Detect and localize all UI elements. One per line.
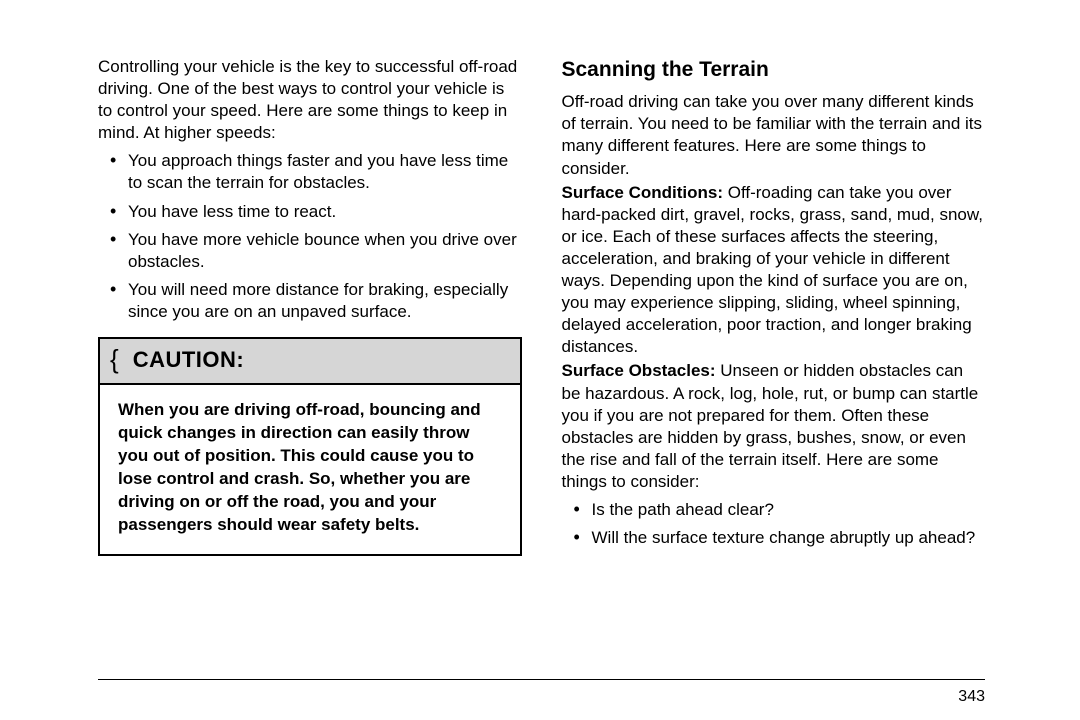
- left-column: Controlling your vehicle is the key to s…: [98, 56, 522, 557]
- caution-title: CAUTION:: [133, 346, 245, 375]
- surface-obstacles-text: Unseen or hidden obstacles can be hazard…: [562, 361, 979, 490]
- caution-header: { CAUTION:: [100, 339, 520, 385]
- footer-rule: [98, 679, 985, 680]
- surface-conditions-label: Surface Conditions:: [562, 183, 724, 202]
- intro-paragraph: Controlling your vehicle is the key to s…: [98, 56, 522, 144]
- obstacle-bullet-list: Is the path ahead clear? Will the surfac…: [562, 499, 986, 549]
- two-column-layout: Controlling your vehicle is the key to s…: [98, 56, 985, 557]
- list-item: Will the surface texture change abruptly…: [562, 527, 986, 549]
- surface-conditions-paragraph: Surface Conditions: Off-roading can take…: [562, 182, 986, 359]
- caution-box: { CAUTION: When you are driving off-road…: [98, 337, 522, 556]
- surface-conditions-text: Off-roading can take you over hard-packe…: [562, 183, 983, 357]
- list-item: You have more vehicle bounce when you dr…: [98, 229, 522, 273]
- manual-page: Controlling your vehicle is the key to s…: [0, 0, 1080, 720]
- list-item: Is the path ahead clear?: [562, 499, 986, 521]
- right-column: Scanning the Terrain Off-road driving ca…: [562, 56, 986, 557]
- list-item: You will need more distance for braking,…: [98, 279, 522, 323]
- section-heading: Scanning the Terrain: [562, 56, 986, 83]
- terrain-intro: Off-road driving can take you over many …: [562, 91, 986, 179]
- list-item: You have less time to react.: [98, 201, 522, 223]
- caution-body-text: When you are driving off-road, bouncing …: [100, 385, 520, 555]
- surface-obstacles-label: Surface Obstacles:: [562, 361, 716, 380]
- speed-bullet-list: You approach things faster and you have …: [98, 150, 522, 323]
- caution-brace-icon: {: [110, 343, 119, 377]
- list-item: You approach things faster and you have …: [98, 150, 522, 194]
- page-number: 343: [958, 688, 985, 706]
- surface-obstacles-paragraph: Surface Obstacles: Unseen or hidden obst…: [562, 360, 986, 493]
